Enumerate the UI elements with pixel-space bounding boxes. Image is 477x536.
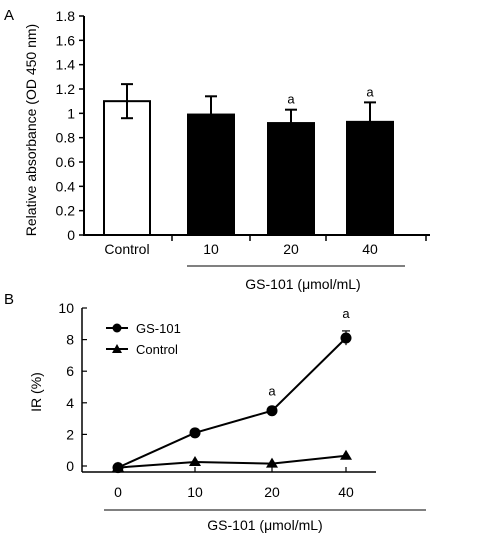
- panel-b-annotations: aa: [268, 306, 350, 398]
- panel-a-category-label: Control: [104, 241, 149, 257]
- panel-b-point: [340, 449, 352, 460]
- panel-a-bars: [103, 100, 394, 236]
- panel-b-x-tick-label: 10: [187, 484, 203, 500]
- panel-b-significance-label: a: [268, 383, 276, 398]
- panel-b-significance-label: a: [342, 306, 350, 321]
- panel-b-y-axis-label: IR (%): [28, 372, 44, 412]
- panel-a-bar: [103, 100, 151, 236]
- panel-b-legend-marker: [112, 323, 122, 333]
- panel-a-category-label: 10: [203, 241, 219, 257]
- panel-b-series-line: [117, 337, 347, 469]
- panel-b-y-ticks: 0 2 4 6 8 10: [58, 300, 87, 474]
- panel-a-category-label: 20: [283, 241, 299, 257]
- panel-b-legend-marker: [112, 344, 122, 353]
- panel-b-x-tick-label: 20: [264, 484, 280, 500]
- panel-b-y-tick-label: 2: [66, 426, 74, 442]
- panel-a-error-bar: [205, 95, 217, 115]
- panel-a-y-tick-label: 1: [67, 105, 75, 121]
- panel-a-group-label: GS-101 (μmol/mL): [245, 276, 360, 292]
- panel-a-error-bars: [121, 83, 376, 124]
- panel-a-y-tick-label: 0.4: [56, 178, 76, 194]
- panel-b-point: [189, 427, 201, 439]
- panel-a-error-bar: [121, 83, 133, 120]
- panel-a-category-label: 40: [362, 241, 378, 257]
- panel-b-legend-label: Control: [136, 342, 178, 357]
- panel-a-y-tick-label: 0.8: [56, 130, 76, 146]
- panel-a-y-ticks: 0 0.2 0.4 0.6 0.8 1 1.2 1.4 1.6 1.8: [56, 8, 84, 243]
- panel-b-series-line: [117, 454, 347, 469]
- panel-b-series-gs-101: [112, 330, 352, 474]
- panel-b-y-tick-label: 8: [66, 332, 74, 348]
- panel-a-y-tick-label: 1.2: [56, 81, 76, 97]
- panel-a: A Relative absorbance (OD 450 nm) 0 0.2 0.…: [4, 7, 430, 292]
- panel-b-y-tick-label: 6: [66, 363, 74, 379]
- panel-a-y-axis-label: Relative absorbance (OD 450 nm): [23, 24, 39, 236]
- panel-b-point: [266, 405, 278, 417]
- panel-a-y-tick-label: 1.8: [56, 8, 76, 24]
- panel-a-y-tick-label: 1.4: [56, 57, 76, 73]
- panel-b-legend-item: GS-101: [106, 321, 181, 336]
- panel-a-y-tick-label: 0.6: [56, 154, 76, 170]
- panel-a-bar: [187, 113, 235, 236]
- panel-b-point: [189, 456, 201, 467]
- panel-a-error-bar: [364, 101, 376, 122]
- panel-b-legend-item: Control: [106, 342, 178, 357]
- panel-a-significance-label: a: [287, 92, 295, 107]
- panel-a-bar: [267, 122, 315, 236]
- panel-b-series-control: [112, 449, 352, 472]
- panel-b-legend-label: GS-101: [136, 321, 181, 336]
- panel-a-category-labels: Control 10 20 40: [104, 241, 378, 257]
- panel-a-significance-label: a: [366, 84, 374, 99]
- panel-b-axes: [81, 308, 376, 473]
- panel-a-y-tick-label: 0.2: [56, 203, 76, 219]
- panel-b-legend: GS-101 Control: [106, 321, 181, 357]
- panel-b-y-tick-label: 4: [66, 395, 74, 411]
- panel-b-series: [112, 330, 352, 474]
- panel-b-x-axis-label: GS-101 (μmol/mL): [207, 517, 322, 533]
- panel-b-x-tick-label: 40: [338, 484, 354, 500]
- panel-b-point: [112, 461, 124, 472]
- panel-b-point: [266, 457, 278, 468]
- panel-b-label: B: [4, 291, 14, 308]
- panel-b-x-tick-label: 0: [114, 484, 122, 500]
- panel-b-y-tick-label: 0: [66, 458, 74, 474]
- panel-a-y-tick-label: 1.6: [56, 32, 76, 48]
- panel-a-label: A: [4, 7, 14, 24]
- panel-a-bar: [346, 120, 394, 236]
- panel-b-point: [340, 332, 352, 344]
- panel-a-y-tick-label: 0: [67, 227, 75, 243]
- panel-b-y-tick-label: 10: [58, 300, 74, 316]
- panel-a-error-bar: [285, 108, 297, 124]
